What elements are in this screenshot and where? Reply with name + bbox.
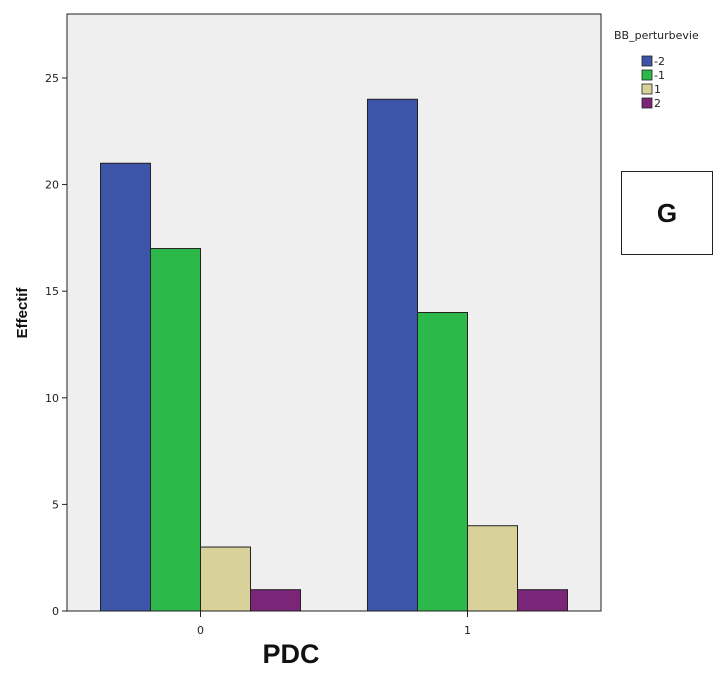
bars (100, 98, 568, 612)
bar (250, 589, 301, 612)
x-axis-title: PDC (262, 639, 319, 669)
panel-label: G (656, 197, 678, 228)
bar (200, 546, 251, 612)
legend-entry-label: -1 (654, 69, 665, 82)
y-axis: 0 5 10 15 20 25 (45, 72, 67, 618)
x-tick-label: 1 (464, 624, 471, 637)
y-tick-label: 0 (52, 605, 59, 618)
legend-swatch (641, 83, 653, 95)
y-tick-label: 15 (45, 285, 59, 298)
legend-entry-label: -2 (654, 55, 665, 68)
legend-swatch (641, 55, 653, 67)
bar (100, 162, 151, 612)
x-tick-label: 0 (197, 624, 204, 637)
y-tick-label: 25 (45, 72, 59, 85)
y-axis-title: Effectif (14, 287, 31, 339)
bar (417, 312, 468, 612)
legend-swatch (641, 97, 653, 109)
legend-entry-label: 2 (654, 97, 661, 110)
legend-swatch (641, 69, 653, 81)
bar (467, 525, 518, 612)
y-tick-label: 10 (45, 392, 59, 405)
legend-title: BB_perturbevie (614, 29, 699, 42)
bar (367, 98, 418, 612)
y-tick-label: 20 (45, 179, 59, 192)
legend-entry-label: 1 (654, 83, 661, 96)
y-tick-label: 5 (52, 498, 59, 511)
panel-label-box: G (621, 171, 713, 255)
bar (150, 248, 201, 612)
bar (517, 589, 568, 612)
legend: BB_perturbevie -2-112 (614, 29, 699, 110)
